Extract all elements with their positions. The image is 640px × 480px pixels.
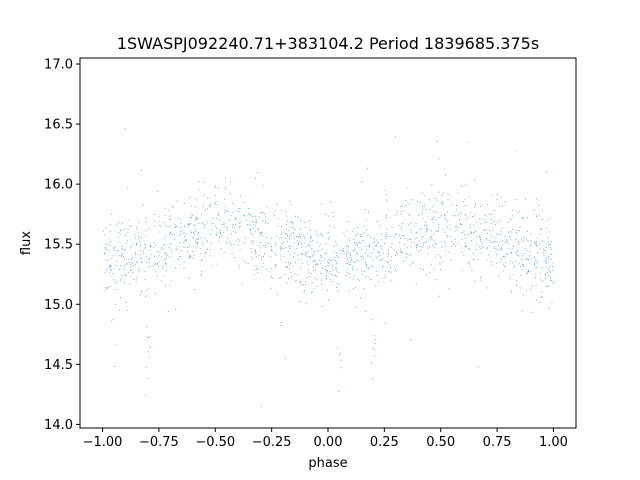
- x-tick-label: 1.00: [539, 435, 568, 450]
- y-tick-label: 15.0: [44, 298, 73, 313]
- x-tick-label: 0.75: [483, 435, 512, 450]
- x-tick-label: −1.00: [83, 435, 123, 450]
- x-axis-label: phase: [308, 456, 347, 471]
- y-tick-label: 16.0: [44, 178, 73, 193]
- x-axis: −1.00 −0.75 −0.50 −0.25 0.00 0.25 0.50 0.75 1.00: [83, 428, 568, 450]
- y-axis-label: flux: [19, 231, 34, 255]
- x-tick-label: −0.75: [139, 435, 179, 450]
- x-tick-label: 0.50: [426, 435, 455, 450]
- y-tick-label: 14.5: [44, 358, 73, 373]
- x-tick-label: −0.25: [252, 435, 292, 450]
- y-axis: 14.0 14.5 15.0 15.5 16.0 16.5 17.0: [44, 58, 80, 433]
- chart-title: 1SWASPJ092240.71+383104.2 Period 1839685…: [117, 34, 539, 53]
- x-tick-label: 0.00: [314, 435, 343, 450]
- y-tick-label: 17.0: [44, 58, 73, 73]
- y-tick-label: 15.5: [44, 238, 73, 253]
- y-tick-label: 14.0: [44, 418, 73, 433]
- x-tick-label: 0.25: [370, 435, 399, 450]
- y-tick-label: 16.5: [44, 118, 73, 133]
- x-tick-label: −0.50: [195, 435, 235, 450]
